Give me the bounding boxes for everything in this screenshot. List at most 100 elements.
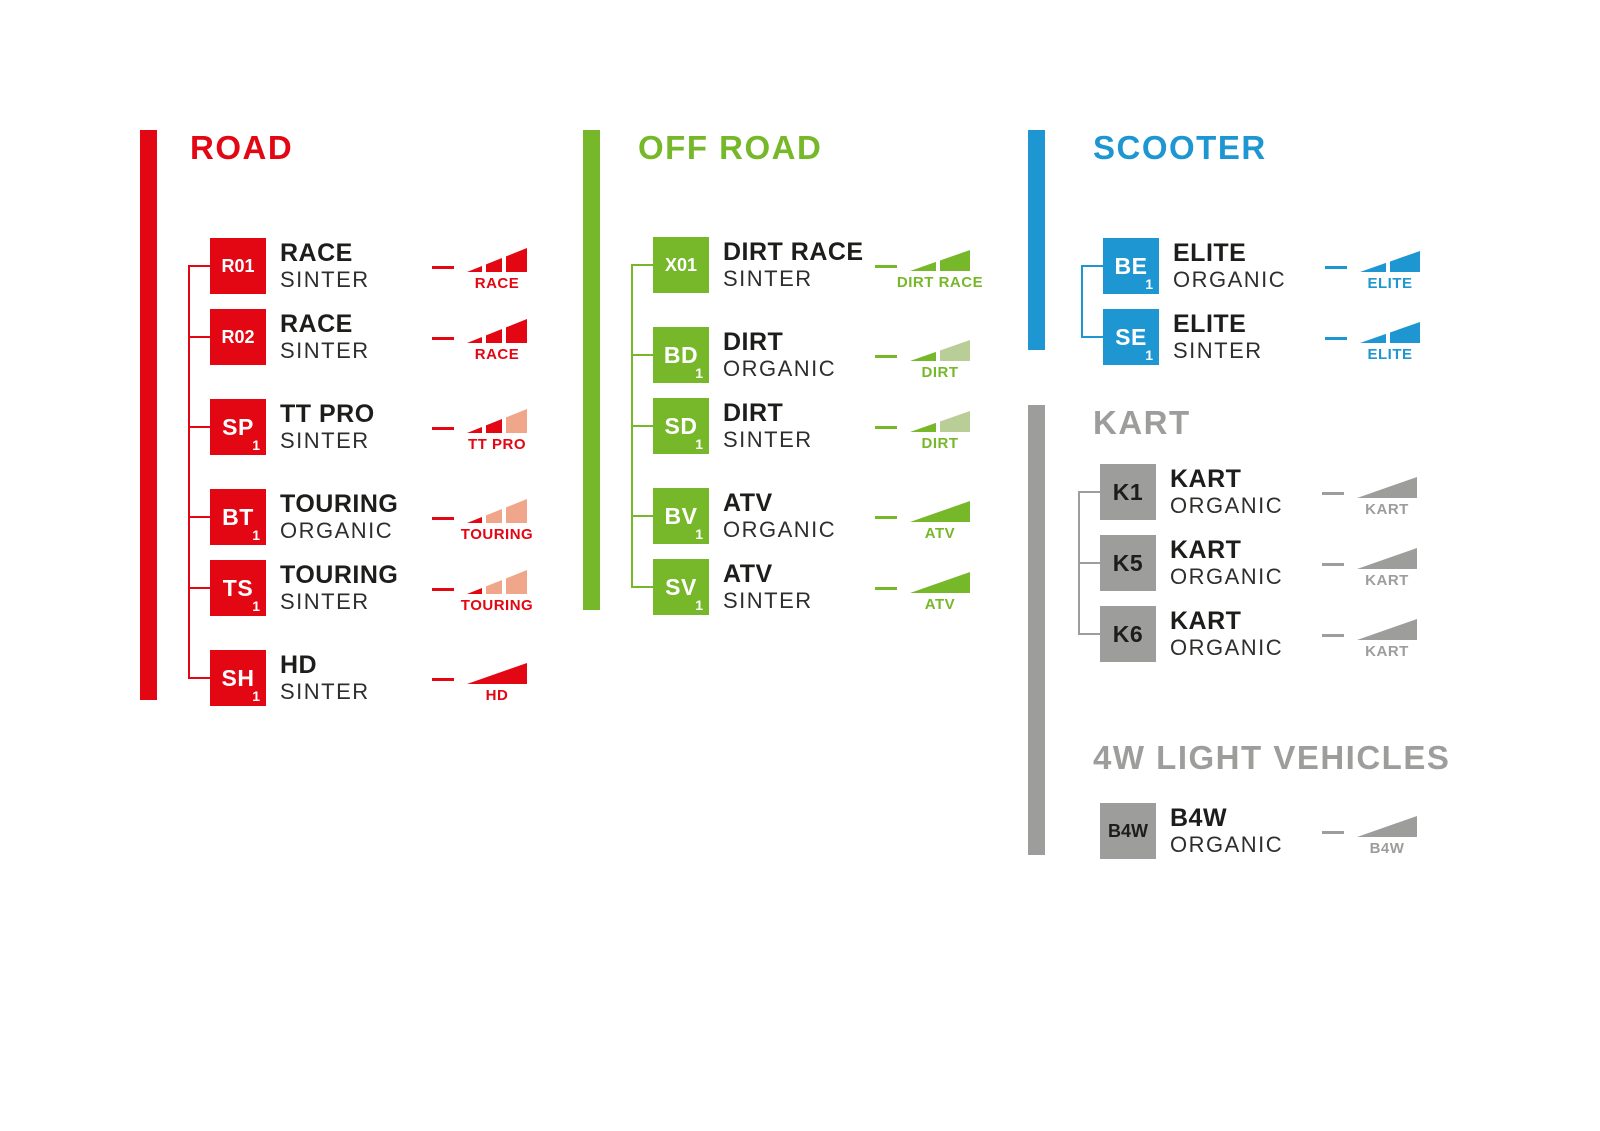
performance-ramp-icon <box>467 409 527 433</box>
dash-connector <box>1325 265 1347 269</box>
product-texts: DIRT SINTER <box>723 398 875 454</box>
performance-ramp-icon <box>1360 251 1420 272</box>
performance-ramp-label: DIRT RACE <box>896 274 984 291</box>
performance-ramp-icon <box>910 250 970 271</box>
product-texts: DIRT RACE SINTER <box>723 237 875 293</box>
dash-connector <box>875 354 897 358</box>
product-code-badge: BD 1 <box>653 327 709 383</box>
compound-type: ORGANIC <box>723 517 837 542</box>
product-code-subscript: 1 <box>252 598 260 614</box>
performance-icon-block: B4W <box>1357 809 1417 859</box>
product-code: SP <box>222 413 254 440</box>
product-group: B4W B4W ORGANIC B4W <box>1100 803 1417 859</box>
product-code: K5 <box>1112 549 1144 576</box>
dash-connector <box>875 425 897 429</box>
product-code-subscript: 1 <box>695 526 703 542</box>
product-name: B4W <box>1170 804 1228 832</box>
product-code-subscript: 1 <box>1145 347 1153 363</box>
product-code: SH <box>221 664 255 691</box>
product-name: KART <box>1170 536 1242 564</box>
product-code-badge: BV 1 <box>653 488 709 544</box>
performance-ramp-icon <box>910 572 970 593</box>
connector-stub <box>1081 336 1103 338</box>
compound-type: ORGANIC <box>1170 832 1284 857</box>
product-code-badge: SP 1 <box>210 399 266 455</box>
performance-ramp-label: KART <box>1365 643 1409 660</box>
product-code-subscript: 1 <box>252 527 260 543</box>
product-code-badge: BT 1 <box>210 489 266 545</box>
product-code-badge: B4W <box>1100 803 1156 859</box>
performance-icon-block: KART <box>1357 612 1417 662</box>
product-code: SD <box>664 412 698 439</box>
product-texts: HD SINTER <box>280 650 432 706</box>
product-name: TOURING <box>280 561 399 589</box>
product-name: RACE <box>280 239 353 267</box>
product-row: B4W B4W ORGANIC B4W <box>1100 803 1417 859</box>
product-texts: ELITE SINTER <box>1173 309 1325 365</box>
product-code: X01 <box>664 254 698 275</box>
connector-stub <box>631 586 653 588</box>
product-row: TS 1 TOURING SINTER TOURING <box>188 560 533 616</box>
performance-icon-block: TOURING <box>461 495 533 545</box>
product-row: SH 1 HD SINTER HD <box>188 650 527 706</box>
performance-ramp-label: ELITE <box>1367 346 1413 363</box>
product-code: K1 <box>1112 478 1144 505</box>
compound-type: ORGANIC <box>1170 564 1284 589</box>
product-code: R01 <box>221 255 255 276</box>
performance-icon-block: DIRT RACE <box>897 243 983 293</box>
product-group: BT 1 TOURING ORGANIC TOURING TS 1 TOURIN… <box>188 489 533 616</box>
product-name: ATV <box>723 489 773 517</box>
performance-ramp-label: ATV <box>924 525 956 542</box>
dash-connector <box>875 586 897 590</box>
product-code: BD <box>663 341 699 368</box>
compound-type: SINTER <box>723 266 813 291</box>
product-row: BT 1 TOURING ORGANIC TOURING <box>188 489 533 545</box>
compound-type: SINTER <box>723 427 813 452</box>
connector-stub <box>1078 633 1100 635</box>
product-name: HD <box>280 651 318 679</box>
product-name: ELITE <box>1173 239 1247 267</box>
category-title: 4W LIGHT VEHICLES <box>1093 739 1451 776</box>
performance-icon-block: KART <box>1357 470 1417 520</box>
product-name: DIRT <box>723 328 784 356</box>
category-color-bar <box>140 130 157 700</box>
performance-ramp-label: RACE <box>474 346 520 363</box>
product-code-badge: BE 1 <box>1103 238 1159 294</box>
performance-ramp-icon <box>467 499 527 523</box>
performance-ramp-icon <box>1357 619 1417 640</box>
dash-connector <box>1322 830 1344 834</box>
product-row: K6 KART ORGANIC KART <box>1078 606 1417 662</box>
product-code-badge: R01 <box>210 238 266 294</box>
product-code-badge: K5 <box>1100 535 1156 591</box>
connector-spine <box>631 265 633 587</box>
product-code-subscript: 1 <box>695 436 703 452</box>
compound-type: SINTER <box>280 679 370 704</box>
category-title: OFF ROAD <box>638 129 823 166</box>
connector-spine <box>1078 492 1080 634</box>
product-group: SH 1 HD SINTER HD <box>188 650 527 706</box>
performance-ramp-label: B4W <box>1369 840 1405 857</box>
product-texts: KART ORGANIC <box>1170 464 1322 520</box>
product-texts: KART ORGANIC <box>1170 535 1322 591</box>
performance-icon-block: TT PRO <box>467 405 527 455</box>
product-row: BE 1 ELITE ORGANIC ELITE <box>1081 238 1420 294</box>
performance-ramp-icon <box>910 411 970 432</box>
product-name: KART <box>1170 465 1242 493</box>
compound-type: SINTER <box>1173 338 1263 363</box>
performance-icon-block: ATV <box>910 565 970 615</box>
performance-ramp-label: ELITE <box>1367 275 1413 292</box>
performance-icon-block: ELITE <box>1360 244 1420 294</box>
performance-ramp-label: TT PRO <box>468 436 526 453</box>
performance-ramp-icon <box>1357 548 1417 569</box>
performance-ramp-icon <box>910 340 970 361</box>
category-color-bar <box>1028 405 1045 855</box>
product-code-badge: K1 <box>1100 464 1156 520</box>
performance-icon-block: RACE <box>467 315 527 365</box>
product-code-subscript: 1 <box>695 365 703 381</box>
product-group: SP 1 TT PRO SINTER TT PRO <box>188 399 527 455</box>
connector-stub <box>188 677 210 679</box>
dash-connector <box>432 336 454 340</box>
connector-stub <box>1081 265 1103 267</box>
product-name: ATV <box>723 560 773 588</box>
